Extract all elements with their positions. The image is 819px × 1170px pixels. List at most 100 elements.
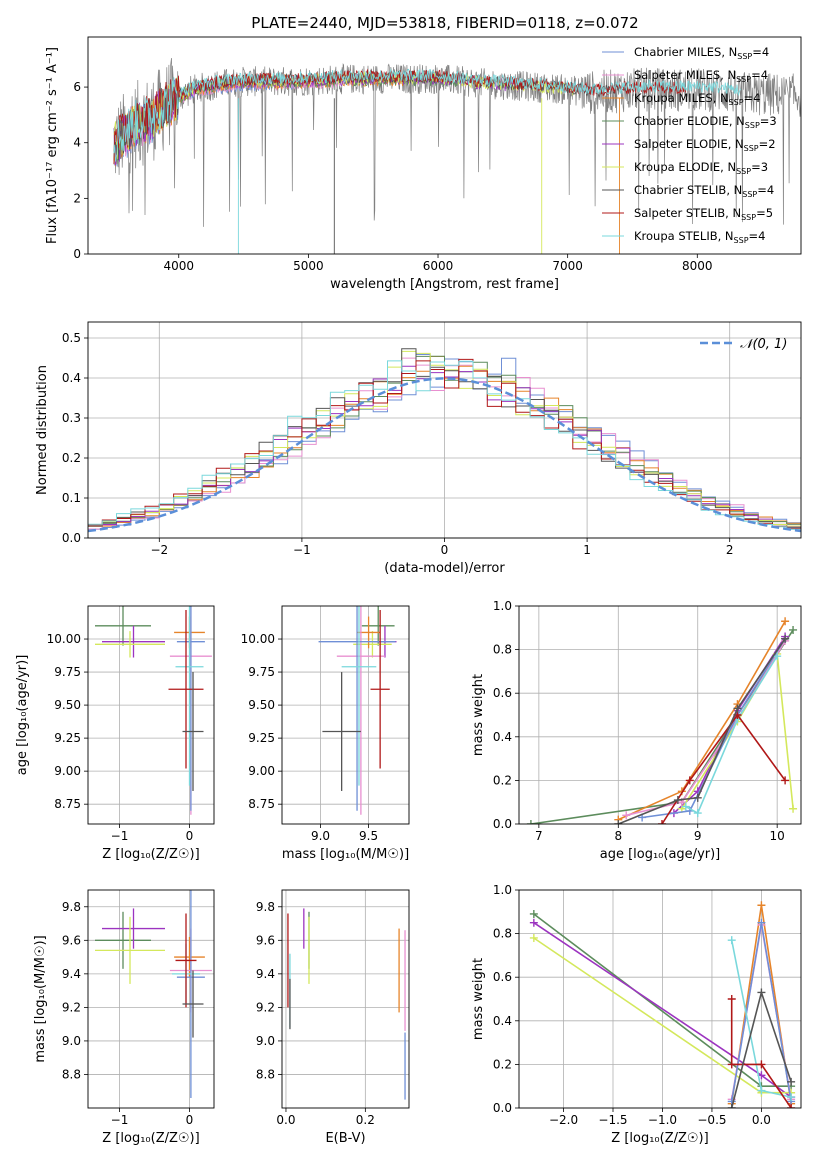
y-tick-label: 9.25 xyxy=(248,731,275,745)
y-tick-label: 9.8 xyxy=(256,900,275,914)
y-axis-label: mass weight xyxy=(471,958,486,1040)
plot-area xyxy=(526,617,798,824)
y-tick-label: 2 xyxy=(73,191,81,205)
series-marker xyxy=(529,933,538,942)
series-marker xyxy=(727,995,736,1003)
y-tick-label: 9.0 xyxy=(62,1034,81,1048)
x-tick-label: 0.2 xyxy=(356,1113,375,1127)
series-line xyxy=(618,638,786,824)
x-axis-label: age [log₁₀(age/yr)] xyxy=(600,847,721,862)
x-tick-label: 8 xyxy=(614,829,622,843)
errorbar-point-salpeter-stelib xyxy=(175,913,197,1008)
series-line xyxy=(661,713,786,824)
axes-frame xyxy=(87,321,802,539)
series-marker xyxy=(681,802,690,811)
errorbar-point-kroupa-elodie xyxy=(95,631,165,658)
y-tick-label: 8.8 xyxy=(62,1067,81,1081)
x-tick-label: 1 xyxy=(583,543,591,557)
errorbar-point-chabrier-elodie xyxy=(95,911,151,969)
legend-entry-kroupa-stelib: Kroupa STELIB, NSSP=4 xyxy=(634,229,765,245)
series-chabrier-miles xyxy=(638,634,790,822)
x-tick-label: 7 xyxy=(535,829,543,843)
series-marker xyxy=(757,1060,766,1069)
y-tick-label: 1.0 xyxy=(493,599,512,613)
series-marker xyxy=(693,809,702,818)
series-chabrier-elodie xyxy=(526,625,798,824)
x-tick-label: 0 xyxy=(441,543,449,557)
histogram-kroupa-stelib xyxy=(88,360,801,530)
series-marker xyxy=(787,1077,796,1086)
legend-label-normal: 𝒩(0, 1) xyxy=(740,337,787,352)
x-tick-label: 8000 xyxy=(682,259,713,273)
model-spectrum-kroupa-stelib xyxy=(113,68,742,162)
x-tick-label: 7000 xyxy=(552,259,583,273)
series-line xyxy=(685,655,778,815)
plot-area xyxy=(95,606,212,815)
y-tick-label: 0.1 xyxy=(62,491,81,505)
series-marker xyxy=(757,918,766,927)
plot-area xyxy=(287,908,406,1100)
errorbar-point-chabrier-miles xyxy=(176,890,205,1098)
mass-vs-metallicity-panel: −1 0 8.8 9.0 9.2 9.4 9.6 9.8 Z [log₁₀(Z/Z☉)] mass… xyxy=(33,889,215,1146)
y-tick-label: 0.0 xyxy=(62,531,81,545)
x-tick-label: 4000 xyxy=(163,259,194,273)
figure-title: PLATE=2440, MJD=53818, FIBERID=0118, z=0… xyxy=(251,14,638,32)
model-spectrum-salpeter-stelib xyxy=(113,68,686,165)
age-vs-metallicity-panel: −1 0 8.75 9.00 9.25 9.50 9.75 10.00 Z [log₁₀(Z/Z… xyxy=(15,605,215,862)
errorbar-point-chabrier-elodie xyxy=(361,606,395,646)
errorbar-point-kroupa-elodie xyxy=(95,916,165,984)
y-axis-label: mass weight xyxy=(471,674,486,756)
axes-frame xyxy=(87,605,215,825)
y-tick-label: 9.75 xyxy=(248,665,275,679)
y-tick-label: 9.50 xyxy=(54,698,81,712)
series-marker xyxy=(529,909,538,918)
series-line xyxy=(730,999,792,1108)
x-tick-label: 0.0 xyxy=(276,1113,295,1127)
y-tick-label: 9.0 xyxy=(256,1034,275,1048)
x-tick-label: −2 xyxy=(150,543,168,557)
y-tick-label: 6 xyxy=(73,80,81,94)
errorbar-point-salpeter-elodie xyxy=(102,908,165,949)
y-tick-label: 0 xyxy=(73,247,81,261)
mass-vs-ebv-panel: 0.0 0.2 8.8 9.0 9.2 9.4 9.6 9.8 E(B-V) xyxy=(256,889,410,1146)
series-kroupa-miles xyxy=(614,617,790,824)
y-tick-label: 0.2 xyxy=(493,773,512,787)
y-tick-label: 9.00 xyxy=(54,764,81,778)
errorbar-point-salpeter-stelib xyxy=(370,609,390,769)
series-marker xyxy=(529,918,538,927)
x-tick-label: −1 xyxy=(111,829,129,843)
axes-frame xyxy=(87,36,802,255)
y-tick-label: 8.75 xyxy=(54,797,81,811)
legend-entry-salpeter-miles: Salpeter MILES, NSSP=4 xyxy=(634,68,768,84)
errorbar-point-chabrier-stelib xyxy=(182,672,204,791)
x-axis-label: Z [log₁₀(Z/Z☉)] xyxy=(611,1131,708,1146)
series-marker xyxy=(657,820,666,824)
y-tick-label: 9.4 xyxy=(62,967,81,981)
axes-frame xyxy=(87,889,215,1109)
series-kroupa-elodie xyxy=(677,649,798,813)
series-marker xyxy=(789,804,798,813)
errorbar-point-kroupa-stelib xyxy=(341,606,377,786)
series-line xyxy=(626,640,786,817)
plot-area xyxy=(529,901,796,1108)
y-tick-label: 9.50 xyxy=(248,698,275,712)
plot-area xyxy=(318,606,397,815)
x-tick-label: 9 xyxy=(694,829,702,843)
legend-entry-chabrier-elodie: Chabrier ELODIE, NSSP=3 xyxy=(634,114,777,130)
y-tick-label: 9.00 xyxy=(248,764,275,778)
spectrum-panel: 4000 5000 6000 7000 8000 0 2 4 6 wavelength [Angs… xyxy=(45,36,802,292)
y-tick-label: 8.75 xyxy=(248,797,275,811)
x-tick-label: 5000 xyxy=(293,259,324,273)
series-line xyxy=(681,651,794,810)
series-marker xyxy=(757,901,766,910)
series-kroupa-stelib xyxy=(681,652,782,818)
y-tick-label: 0.2 xyxy=(62,451,81,465)
legend-entry-salpeter-elodie: Salpeter ELODIE, NSSP=2 xyxy=(634,137,776,153)
y-tick-label: 9.2 xyxy=(62,1000,81,1014)
legend-entry-kroupa-elodie: Kroupa ELODIE, NSSP=3 xyxy=(634,160,768,176)
series-marker xyxy=(727,1104,736,1108)
y-tick-label: 9.25 xyxy=(54,731,81,745)
series-marker xyxy=(781,634,790,643)
y-tick-label: 10.00 xyxy=(47,632,81,646)
x-tick-label: 10 xyxy=(770,829,785,843)
